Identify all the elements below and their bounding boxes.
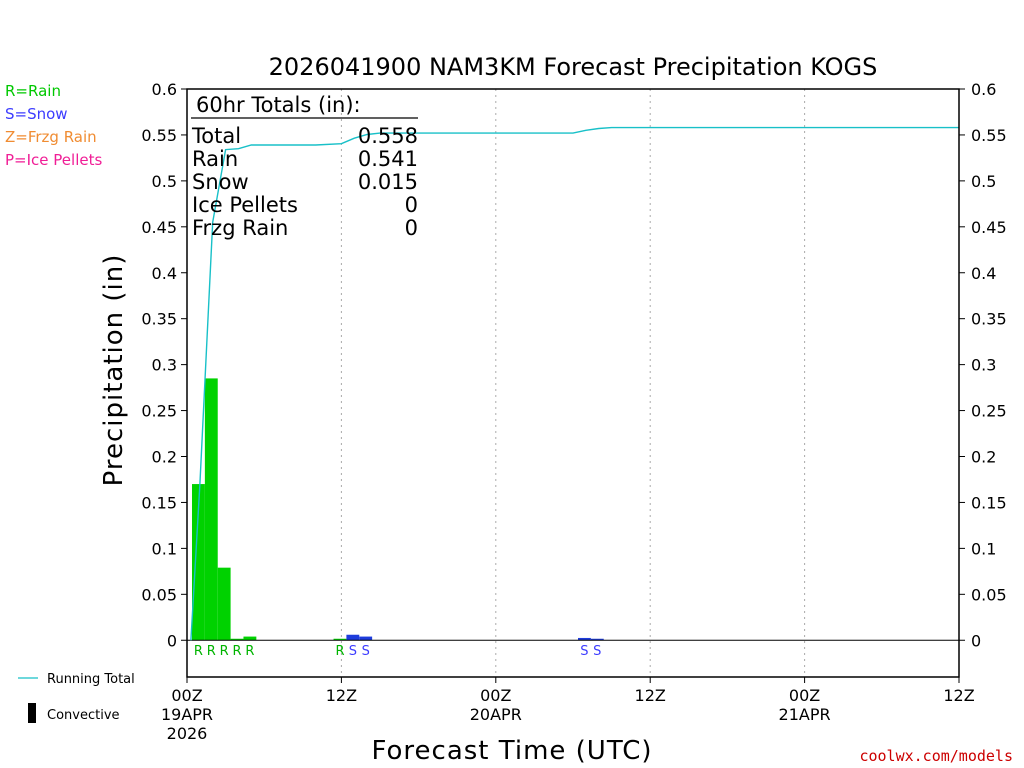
y-axis-right: 0 0.05 0.1 0.15 0.2 0.25 0.3 0.35 0.4 0.45 0.5 0.55… xyxy=(959,80,1007,650)
totals-header: 60hr Totals (in): xyxy=(196,93,361,117)
plot-frame xyxy=(186,88,960,678)
x-tick-date: 20APR xyxy=(470,705,522,724)
y-tick-label-left: 0.15 xyxy=(141,493,177,512)
y-tick-label-left: 0.2 xyxy=(152,448,177,467)
y-tick-label-right: 0.25 xyxy=(971,402,1007,421)
bottom-legend: Running Total Convective xyxy=(18,672,135,723)
x-tick-label: 12Z xyxy=(326,686,357,705)
y-tick-label-left: 0.55 xyxy=(141,126,177,145)
grid-lines xyxy=(340,89,806,677)
ptype-legend: R=Rain S=Snow Z=Frzg Rain P=Ice Pellets xyxy=(5,82,102,169)
y-tick-label-right: 0.3 xyxy=(971,356,996,375)
y-tick-label-left: 0.6 xyxy=(152,80,177,99)
totals-box: 60hr Totals (in): Total 0.558 Rain 0.541 Snow… xyxy=(191,93,418,240)
totals-row-label: Total xyxy=(191,124,241,148)
precip-bar xyxy=(333,638,347,641)
ptype-label: S xyxy=(349,644,357,659)
totals-row-label: Frzg Rain xyxy=(192,216,288,240)
ptype-legend-item: Z=Frzg Rain xyxy=(5,128,97,146)
y-tick-label-left: 0.25 xyxy=(141,402,177,421)
precip-bar xyxy=(243,636,257,641)
credit-text: coolwx.com/models xyxy=(859,747,1013,765)
y-tick-label-left: 0.5 xyxy=(152,172,177,191)
x-tick-label: 12Z xyxy=(635,686,666,705)
y-tick-label-left: 0.4 xyxy=(152,264,177,283)
totals-row-value: 0.015 xyxy=(358,170,418,194)
ptype-label: R xyxy=(245,644,254,659)
precip-bar xyxy=(192,484,205,641)
precip-bar xyxy=(230,638,244,641)
y-tick-label-right: 0.2 xyxy=(971,448,996,467)
precip-bar xyxy=(359,636,373,641)
x-tick-label: 00Z xyxy=(789,686,820,705)
convective-legend-swatch xyxy=(28,703,36,723)
totals-row-value: 0 xyxy=(405,216,418,240)
ptype-label: R xyxy=(194,644,203,659)
totals-row-value: 0.558 xyxy=(358,124,418,148)
ptype-label: R xyxy=(207,644,216,659)
bars xyxy=(192,378,604,641)
y-tick-label-left: 0.35 xyxy=(141,310,177,329)
y-axis-label: Precipitation (in) xyxy=(99,254,129,487)
precip-bar xyxy=(217,567,231,641)
ptype-legend-item: P=Ice Pellets xyxy=(5,151,102,169)
x-tick-date: 21APR xyxy=(779,705,831,724)
y-tick-label-left: 0.3 xyxy=(152,356,177,375)
precip-bar xyxy=(590,638,604,641)
y-tick-label-left: 0.05 xyxy=(141,585,177,604)
precip-bar xyxy=(204,378,218,641)
y-tick-label-right: 0.6 xyxy=(971,80,996,99)
ptype-label: S xyxy=(362,644,370,659)
y-tick-label-right: 0.45 xyxy=(971,218,1007,237)
y-tick-label-right: 0.5 xyxy=(971,172,996,191)
running-total-line xyxy=(190,126,959,641)
totals-row-value: 0 xyxy=(405,193,418,217)
ptype-label: R xyxy=(220,644,229,659)
y-tick-label-right: 0.1 xyxy=(971,539,996,558)
y-tick-label-right: 0.35 xyxy=(971,310,1007,329)
running-total-legend-label: Running Total xyxy=(47,672,135,687)
totals-row-value: 0.541 xyxy=(358,147,418,171)
ptype-legend-item: S=Snow xyxy=(5,105,68,123)
y-axis-left: 0 0.05 0.1 0.15 0.2 0.25 0.3 0.35 0.4 0.45 0.5 0.55… xyxy=(141,80,187,650)
y-tick-label-right: 0.55 xyxy=(971,126,1007,145)
ptype-label: S xyxy=(593,644,601,659)
precip-bar xyxy=(578,637,591,641)
x-tick-date: 19APR xyxy=(161,705,213,724)
x-tick-label: 00Z xyxy=(171,686,202,705)
x-tick-label: 12Z xyxy=(943,686,974,705)
y-tick-label-right: 0 xyxy=(971,631,981,650)
x-tick-label: 00Z xyxy=(480,686,511,705)
y-tick-label-left: 0.45 xyxy=(141,218,177,237)
totals-row-label: Rain xyxy=(192,147,238,171)
x-axis-label: Forecast Time (UTC) xyxy=(371,736,652,766)
ptype-label: S xyxy=(580,644,588,659)
convective-legend-label: Convective xyxy=(47,708,120,723)
y-tick-label-left: 0 xyxy=(167,631,177,650)
y-tick-label-right: 0.15 xyxy=(971,493,1007,512)
totals-row-label: Snow xyxy=(192,170,249,194)
y-tick-label-right: 0.05 xyxy=(971,585,1007,604)
ptype-legend-item: R=Rain xyxy=(5,82,61,100)
x-tick-year: 2026 xyxy=(167,724,208,743)
y-tick-label-right: 0.4 xyxy=(971,264,996,283)
y-tick-label-left: 0.1 xyxy=(152,539,177,558)
precip-bar xyxy=(346,634,360,641)
ptype-label: R xyxy=(335,644,344,659)
ptype-label: R xyxy=(233,644,242,659)
totals-row-label: Ice Pellets xyxy=(192,193,298,217)
chart-title: 2026041900 NAM3KM Forecast Precipitation… xyxy=(269,53,878,81)
